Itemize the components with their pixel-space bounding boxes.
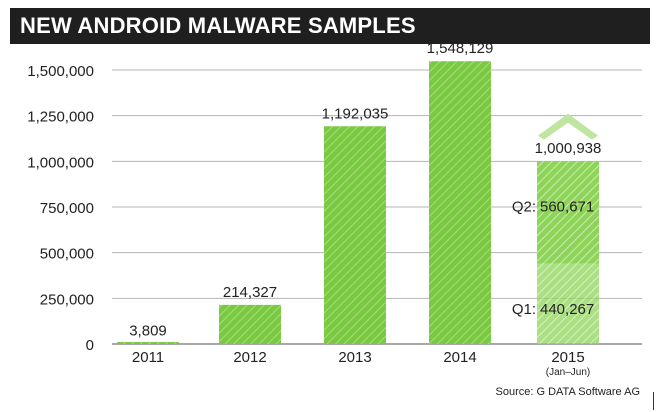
q1-label: Q1: [512, 301, 536, 318]
value-labels: 3,809 214,327 1,192,035 1,548,129 Q2: 560,671… [129, 40, 601, 339]
y-tick-label-4: 1,000,000 [27, 154, 94, 171]
y-tick-label-1: 250,000 [40, 291, 94, 308]
y-tick-label-0: 0 [86, 337, 94, 354]
value-label-2013: 1,192,035 [322, 105, 389, 122]
edge-mark [653, 392, 654, 410]
y-tick-label-2: 500,000 [40, 246, 94, 263]
x-tick-label-2012: 2012 [233, 349, 266, 366]
x-axis-ticks: 2011 2012 2013 2014 2015(Jan–Jun) [132, 349, 590, 378]
q2-label: Q2: [512, 198, 536, 215]
value-label-2012: 214,327 [223, 284, 277, 301]
bar-2015-q2 [537, 161, 599, 264]
growth-arrow-icon [538, 113, 598, 140]
x-tick-sublabel-2015: (Jan–Jun) [546, 367, 590, 378]
bar-2013 [324, 126, 386, 344]
x-tick-label-2011: 2011 [132, 349, 164, 366]
bar-2012 [219, 304, 281, 344]
q1-value: 440,267 [540, 301, 594, 318]
q2-value: 560,671 [540, 198, 594, 215]
y-tick-label-3: 750,000 [40, 200, 94, 217]
value-label-2011: 3,809 [129, 322, 167, 339]
value-label-2015: 1,000,938 [535, 140, 602, 157]
value-label-2014: 1,548,129 [427, 40, 494, 57]
chart-title: NEW ANDROID MALWARE SAMPLES [10, 8, 650, 44]
bar-2014 [429, 61, 491, 344]
x-tick-label-2013: 2013 [338, 349, 371, 366]
bar-2015-q1 [537, 263, 599, 344]
y-tick-label-5: 1,250,000 [27, 109, 94, 126]
y-tick-label-6: 1,500,000 [27, 63, 94, 80]
source-note: Source: G DATA Software AG [495, 386, 640, 398]
x-tick-label-2014: 2014 [443, 349, 476, 366]
y-axis-ticks: 0 250,000 500,000 750,000 1,000,000 1,250,000… [27, 63, 94, 354]
bar-2011 [117, 342, 179, 344]
bars [117, 61, 599, 344]
x-tick-label-2015: 2015 [551, 349, 584, 366]
